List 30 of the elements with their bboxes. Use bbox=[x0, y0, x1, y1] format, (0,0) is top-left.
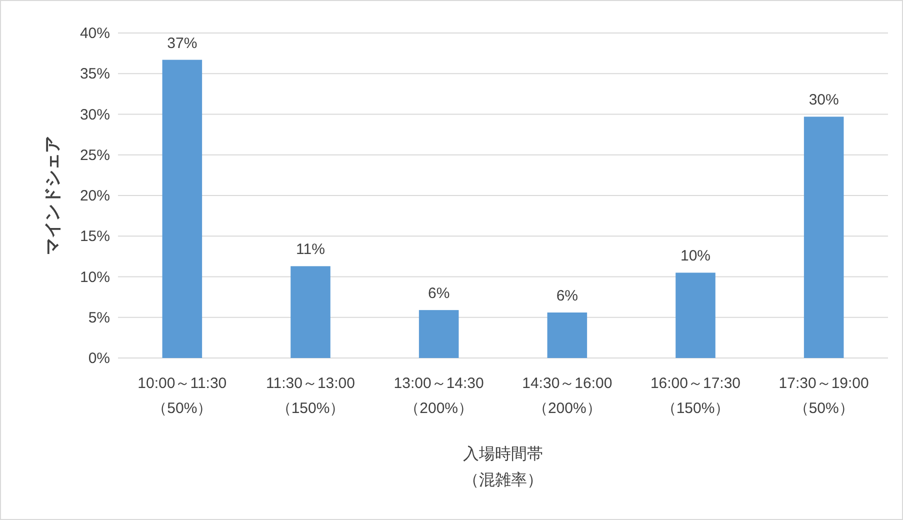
bar bbox=[162, 60, 202, 358]
y-tick-label: 10% bbox=[80, 268, 110, 286]
data-label: 37% bbox=[167, 34, 198, 52]
y-tick-label: 30% bbox=[80, 106, 110, 124]
data-label: 6% bbox=[428, 285, 450, 302]
y-tick-label: 25% bbox=[80, 146, 110, 164]
data-label: 10% bbox=[680, 248, 711, 265]
x-tick-label: 14:30～16:00 （200%） bbox=[522, 375, 612, 417]
data-label: 6% bbox=[556, 288, 578, 304]
bar bbox=[676, 272, 716, 358]
bar bbox=[418, 310, 459, 358]
bar bbox=[804, 116, 844, 358]
x-tick-label: 10:00～11:30 （50%） bbox=[138, 375, 227, 417]
bar bbox=[547, 312, 588, 358]
x-axis-title: 入場時間帯 bbox=[463, 445, 543, 463]
y-tick-label: 20% bbox=[80, 188, 110, 204]
x-tick-label: 11:30～13:00 （150%） bbox=[266, 375, 355, 417]
y-tick-label: 15% bbox=[80, 228, 110, 246]
x-tick-label: 13:00～14:30 （200%） bbox=[394, 375, 484, 417]
x-tick-label: 17:30～19:00 （50%） bbox=[778, 375, 869, 417]
data-label: 30% bbox=[808, 92, 839, 109]
y-tick-label: 35% bbox=[80, 66, 110, 83]
text: （混雑率） bbox=[463, 471, 543, 489]
data-label: 11% bbox=[296, 241, 325, 258]
y-tick-label: 40% bbox=[80, 25, 110, 42]
y-tick-label: 0% bbox=[88, 350, 110, 367]
x-tick-label: 16:00～17:30 （150%） bbox=[650, 375, 741, 417]
bar bbox=[290, 266, 330, 358]
y-axis-title: マインドシェア bbox=[43, 136, 62, 255]
y-tick-label: 5% bbox=[88, 309, 110, 326]
